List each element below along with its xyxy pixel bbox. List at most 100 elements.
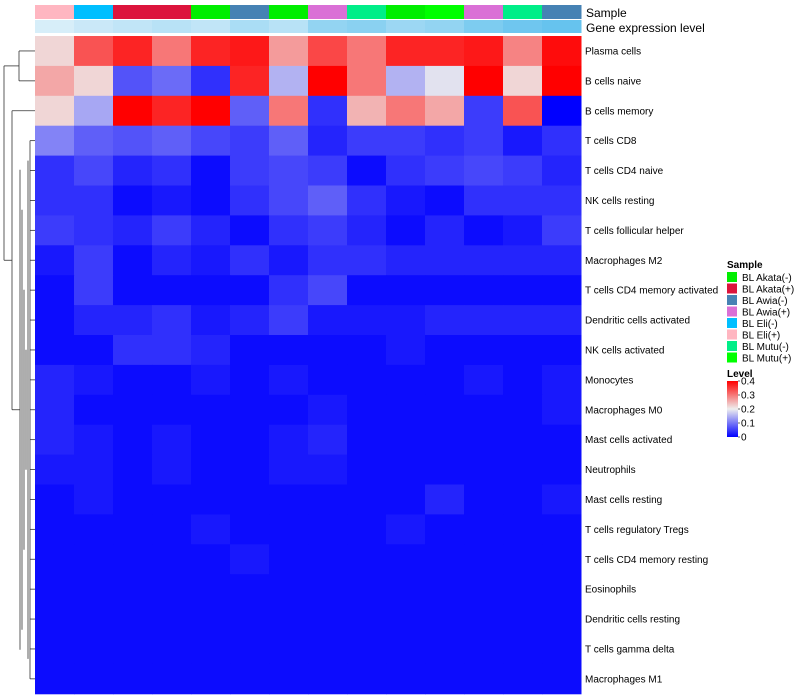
heatmap-cell: [152, 215, 192, 246]
row-label: T cells CD4 memory resting: [585, 555, 708, 566]
heatmap-cell: [503, 245, 543, 276]
heatmap-cell: [230, 125, 270, 157]
heatmap-cell: [74, 36, 114, 67]
heatmap-cell: [152, 275, 192, 306]
heatmap-cell: [542, 155, 582, 186]
heatmap-cell: [503, 634, 543, 665]
heatmap-cell: [35, 394, 75, 426]
heatmap-cell: [464, 424, 504, 456]
heatmap-cell: [464, 95, 504, 127]
heatmap-cell: [74, 544, 114, 575]
heatmap-cell: [74, 305, 114, 336]
heatmap-cell: [152, 36, 192, 67]
heatmap-cell: [269, 394, 309, 426]
heatmap-cell: [74, 424, 114, 456]
heatmap-cell: [347, 95, 387, 127]
sample-legend-swatch: [727, 352, 737, 363]
level-legend-tick-label: 0: [741, 433, 747, 444]
heatmap-cell: [308, 95, 348, 127]
heatmap-cell: [152, 663, 192, 695]
heatmap-cell: [152, 394, 192, 426]
heatmap-cell: [35, 36, 75, 67]
heatmap-cell: [425, 245, 465, 276]
heatmap-cell: [503, 394, 543, 426]
heatmap-cell: [308, 514, 348, 545]
row-label: T cells follicular helper: [585, 226, 684, 237]
heatmap-cell: [113, 65, 153, 97]
heatmap-cell: [425, 65, 465, 97]
heatmap-cell: [347, 604, 387, 635]
row-label: T cells CD4 memory activated: [585, 286, 718, 297]
heatmap-cell: [386, 424, 426, 456]
heatmap-cell: [269, 245, 309, 276]
heatmap-cell: [74, 335, 114, 366]
heatmap-cell: [113, 574, 153, 605]
heatmap-cell: [74, 454, 114, 485]
heatmap-cell: [542, 95, 582, 127]
heatmap-cell: [74, 245, 114, 276]
level-legend-title: Level: [727, 369, 753, 380]
heatmap-cell: [152, 95, 192, 127]
heatmap-cell: [464, 663, 504, 695]
row-label: Plasma cells: [585, 46, 641, 57]
heatmap-cell: [386, 185, 426, 216]
heatmap-cell: [308, 663, 348, 695]
level-track-cell: [35, 20, 75, 33]
row-label: NK cells resting: [585, 196, 654, 207]
heatmap-cell: [152, 634, 192, 665]
heatmap-cell: [308, 185, 348, 216]
heatmap-cell: [269, 95, 309, 127]
heatmap-cell: [74, 65, 114, 97]
row-label: B cells naive: [585, 76, 642, 87]
heatmap-cell: [113, 155, 153, 186]
heatmap-cell: [230, 245, 270, 276]
heatmap-cell: [191, 484, 231, 515]
heatmap-cells: [35, 36, 582, 695]
heatmap-cell: [503, 125, 543, 157]
level-track-cell: [464, 20, 504, 33]
heatmap-cell: [542, 544, 582, 575]
heatmap-cell: [191, 65, 231, 97]
sample-track-cell: [503, 5, 543, 19]
heatmap-cell: [347, 155, 387, 186]
heatmap-cell: [347, 185, 387, 216]
heatmap-cell: [464, 125, 504, 157]
heatmap-cell: [503, 364, 543, 396]
heatmap-cell: [464, 335, 504, 366]
heatmap-cell: [152, 364, 192, 396]
heatmap-cell: [308, 65, 348, 97]
heatmap-cell: [269, 663, 309, 695]
heatmap-cell: [113, 335, 153, 366]
heatmap-cell: [386, 36, 426, 67]
row-label: NK cells activated: [585, 345, 664, 356]
heatmap-cell: [35, 305, 75, 336]
heatmap-cell: [347, 394, 387, 426]
heatmap-cell: [503, 155, 543, 186]
heatmap-cell: [113, 36, 153, 67]
sample-legend-label: BL Eli(+): [742, 331, 780, 342]
heatmap-cell: [269, 364, 309, 396]
heatmap-cell: [269, 215, 309, 246]
heatmap-cell: [386, 454, 426, 485]
heatmap-cell: [35, 155, 75, 186]
heatmap-cell: [425, 155, 465, 186]
level-legend: Level 0.4 0.3 0.2 0.1 0: [727, 369, 755, 444]
heatmap-cell: [347, 65, 387, 97]
heatmap-cell: [542, 454, 582, 485]
heatmap-cell: [308, 484, 348, 515]
heatmap-cell: [386, 544, 426, 575]
heatmap-cell: [191, 245, 231, 276]
heatmap-cell: [191, 125, 231, 157]
heatmap-cell: [347, 514, 387, 545]
heatmap-cell: [347, 454, 387, 485]
sample-legend-label: BL Mutu(+): [742, 354, 791, 365]
heatmap-cell: [230, 394, 270, 426]
heatmap-cell: [308, 125, 348, 157]
sample-track-cell: [230, 5, 270, 19]
heatmap-cell: [152, 185, 192, 216]
heatmap-cell: [113, 125, 153, 157]
heatmap-cell: [542, 125, 582, 157]
heatmap-cell: [74, 155, 114, 186]
heatmap-cell: [191, 394, 231, 426]
